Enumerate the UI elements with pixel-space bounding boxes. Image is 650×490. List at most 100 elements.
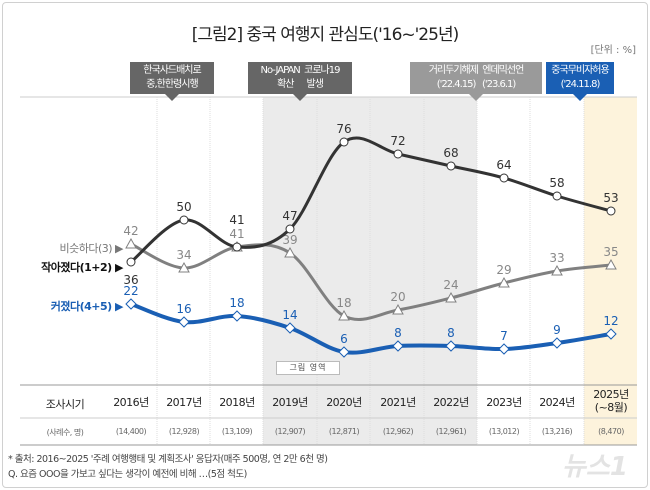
footer-question: Q. 요즘 OOO을 가보고 싶다는 생각이 예전에 비해 …(5점 척도): [8, 469, 247, 480]
callout-line2: ('24.11.8): [560, 79, 601, 90]
data-label: 72: [390, 134, 405, 148]
data-label: 9: [553, 323, 561, 337]
data-label: 53: [603, 191, 618, 205]
data-point: [126, 257, 136, 267]
data-label: 16: [176, 302, 191, 316]
data-label: 7: [500, 329, 508, 343]
data-point: [551, 337, 563, 349]
series-line-2: [130, 302, 612, 355]
data-point: [125, 298, 137, 310]
callout-pointer: [469, 94, 483, 101]
data-point: [552, 191, 562, 201]
data-label: 42: [123, 224, 138, 238]
data-label: 64: [496, 158, 511, 172]
data-label: 6: [340, 332, 348, 346]
data-point: [551, 264, 563, 276]
sample-size: (12,961): [435, 427, 467, 436]
data-label: 22: [123, 284, 138, 298]
data-point: [445, 291, 457, 303]
year-label: 2020년: [326, 396, 362, 409]
data-label: 8: [447, 326, 455, 340]
sample-size: (13,109): [221, 427, 253, 436]
data-point: [285, 224, 295, 234]
highlight-2025: [584, 97, 637, 445]
sample-size: (13,012): [488, 427, 520, 436]
data-point: [498, 343, 510, 355]
data-label: 34: [176, 248, 191, 262]
data-point: [605, 258, 617, 270]
data-point: [339, 137, 349, 147]
data-point: [606, 206, 616, 216]
data-label: 8: [394, 326, 402, 340]
data-point: [605, 328, 617, 340]
year-label: 2016년: [113, 396, 149, 409]
event-callout: 거리두기해제 엔데믹선언 ('22.4.15) ('23.6.1): [410, 62, 542, 94]
series-line-1: [130, 242, 612, 321]
callout-line1: 중국무비자허용: [551, 65, 609, 76]
data-label: 24: [443, 278, 458, 292]
data-point: [446, 161, 456, 171]
sample-size: (12,871): [328, 427, 360, 436]
data-point: [392, 303, 404, 315]
sample-size: (14,400): [115, 427, 147, 436]
data-label: 50: [176, 200, 191, 214]
sample-size: (12,928): [168, 427, 200, 436]
data-label: 36: [123, 273, 138, 287]
series-label-bigger: 커졌다(4+5) ▶: [50, 300, 124, 313]
series-label-similar: 비슷하다(3) ▶: [59, 242, 123, 255]
data-label: 41: [229, 213, 244, 227]
callout-line1: No-JAPAN 코로나19: [260, 65, 341, 76]
year-label: 2024년: [539, 396, 575, 409]
callout-line1: 거리두기해제 엔데믹선언: [428, 65, 525, 76]
callout-pointer: [293, 94, 307, 101]
data-label: 39: [282, 233, 297, 247]
sample-size: (13,216): [541, 427, 573, 436]
footer-source: * 출처: 2016~2025 '주례 여행행태 및 계획조사' 응답자(매주 …: [8, 454, 328, 465]
data-point: [338, 309, 350, 321]
callout-line2: 중,한한령시행: [146, 79, 198, 90]
data-label: 41: [229, 227, 244, 241]
data-label: 76: [336, 122, 351, 136]
data-point: [232, 242, 242, 252]
series-label-smaller: 작아졌다(1+2) ▶: [41, 261, 123, 274]
watermark-logo: 뉴스1: [562, 452, 628, 482]
callout-line2: 확산 발생: [277, 79, 324, 90]
year-label: 2021년: [380, 396, 416, 409]
data-point: [231, 310, 243, 322]
callout-line1: 한국사드배치로: [143, 65, 201, 76]
data-point: [284, 246, 296, 258]
data-point: [178, 316, 190, 328]
callout-pointer: [573, 94, 587, 101]
data-label: 14: [282, 308, 297, 322]
data-label: 58: [549, 176, 564, 190]
data-point: [445, 340, 457, 352]
year-label: 2025년 (~8월): [593, 388, 629, 414]
data-point: [125, 237, 137, 249]
data-point: [284, 322, 296, 334]
year-label: 2017년: [166, 396, 202, 409]
data-point: [498, 276, 510, 288]
data-label: 18: [229, 296, 244, 310]
data-point: [392, 340, 404, 352]
data-point: [393, 149, 403, 159]
callout-pointer: [165, 94, 179, 101]
sample-size: (12,907): [274, 427, 306, 436]
callout-line2: ('22.4.15) ('23.6.1): [436, 79, 517, 90]
chart-title: [그림2] 중국 여행지 관심도('16~'25년): [191, 25, 459, 45]
row-header: 조사시기: [45, 398, 85, 411]
data-label: 47: [282, 209, 297, 223]
data-label: 12: [603, 314, 618, 328]
data-label: 35: [603, 245, 618, 259]
data-point: [179, 215, 189, 225]
data-point: [178, 261, 190, 273]
year-label: 2019년: [272, 396, 308, 409]
series-line-0: [130, 136, 612, 264]
data-point: [499, 173, 509, 183]
shaded-region-label: 그림 영역: [276, 361, 340, 375]
year-label: 2018년: [219, 396, 255, 409]
sample-size: (12,962): [382, 427, 414, 436]
data-label: 29: [496, 263, 511, 277]
data-label: 68: [443, 146, 458, 160]
year-label: 2023년: [486, 396, 522, 409]
